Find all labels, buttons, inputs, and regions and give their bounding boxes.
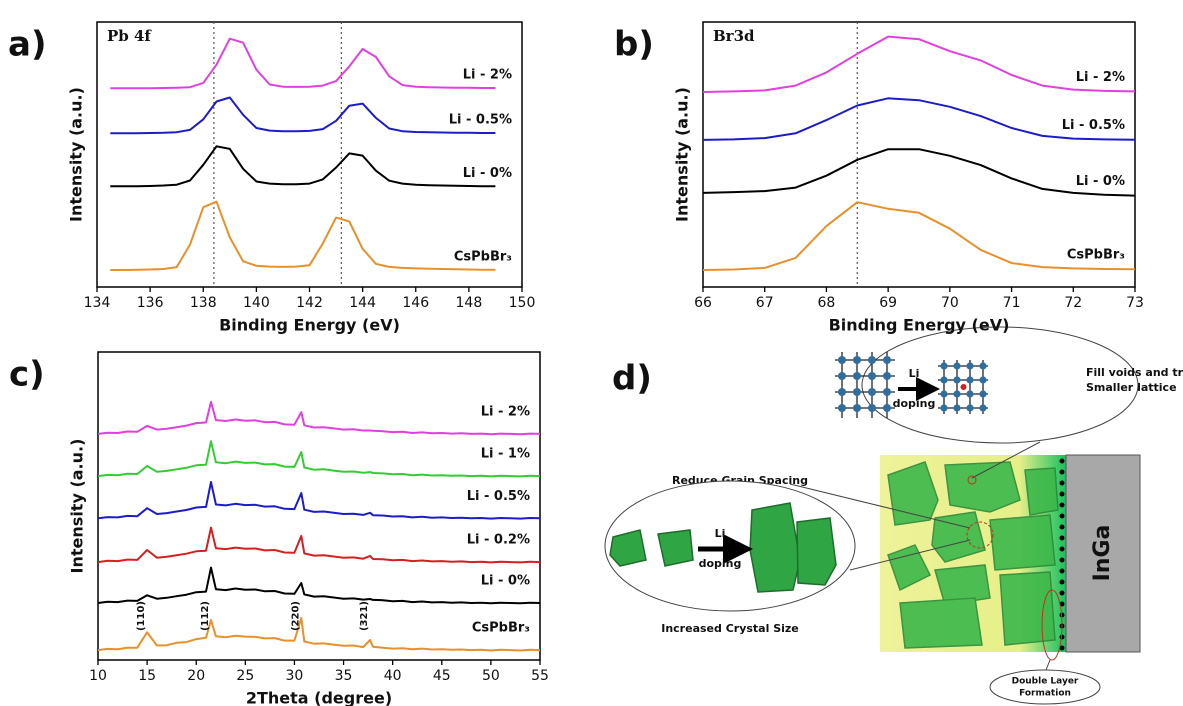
x-tick-label: 15 [138, 668, 156, 684]
y-axis-title: Intensity (a.u.) [68, 439, 87, 574]
x-tick-label: 10 [89, 668, 107, 684]
series-label: CsPbBr₃ [472, 621, 530, 636]
series-line [97, 440, 541, 478]
series-line [702, 35, 1136, 93]
series-label: Li - 1% [481, 447, 530, 462]
x-tick-label: 142 [296, 295, 323, 311]
x-tick-label: 140 [243, 295, 270, 311]
defect-marker [967, 475, 977, 485]
callout-line [971, 441, 1041, 479]
series-line [97, 481, 541, 520]
diagram: d) InGa [604, 326, 1183, 705]
plot-frame [96, 21, 523, 288]
arrow-label: doping [699, 557, 742, 570]
grains-small [609, 502, 837, 593]
peak-annotation: (110) [136, 601, 147, 631]
series-label: Li - 0% [481, 574, 530, 589]
peak-annotation: (112) [200, 601, 211, 631]
series-label: Li - 2% [463, 67, 512, 82]
series-label: Li - 0.5% [1062, 118, 1125, 133]
series-line [702, 97, 1136, 141]
x-tick-label: 30 [286, 668, 304, 684]
grain-marker [966, 521, 994, 549]
series-label: Li - 0% [463, 166, 512, 181]
series-line [97, 526, 541, 564]
series-line [97, 566, 541, 605]
series-line [110, 145, 496, 188]
peak-annotation: (220) [290, 601, 301, 631]
callout-text: Fill voids and traps, [1086, 366, 1183, 379]
series-label: Li - 0% [1076, 174, 1125, 189]
x-tick-label: 134 [84, 295, 111, 311]
x-tick-label: 25 [236, 668, 254, 684]
x-tick-label: 67 [756, 295, 774, 311]
x-axis-title: Binding Energy (eV) [219, 316, 400, 335]
y-axis-title: Intensity (a.u.) [67, 87, 86, 222]
callout-text: Double Layer [1012, 677, 1079, 687]
x-tick-label: 144 [349, 295, 376, 311]
panel-label: a) [8, 25, 46, 65]
x-tick-label: 73 [1126, 295, 1144, 311]
x-tick-label: 136 [137, 295, 164, 311]
x-tick-label: 35 [335, 668, 353, 684]
x-tick-label: 148 [456, 295, 483, 311]
callout-text: Smaller lattice [1086, 381, 1177, 394]
arrow-label: doping [893, 397, 936, 410]
arrow-label: Li [715, 527, 726, 540]
series-label: CsPbBr₃ [1067, 248, 1125, 263]
grains [887, 461, 1059, 649]
x-tick-label: 71 [1003, 295, 1021, 311]
series-label: Li - 0.2% [467, 533, 530, 548]
panel-label: d) [612, 359, 652, 399]
series-line [110, 96, 496, 135]
chart-title: Br3d [713, 27, 755, 45]
lattice-atoms [838, 356, 987, 412]
series-label: Li - 2% [481, 404, 530, 419]
callout-caption: Increased Crystal Size [661, 622, 799, 635]
layer-marker [1041, 589, 1063, 661]
chart-title: Pb 4f [107, 27, 152, 45]
x-axis-title: 2Theta (degree) [246, 689, 392, 706]
series-line [702, 201, 1136, 271]
x-tick-label: 70 [941, 295, 959, 311]
series-label: Li - 0.5% [449, 113, 512, 128]
electrode-label: InGa [1090, 525, 1115, 582]
panel-label: c) [9, 355, 45, 395]
callout-line [849, 539, 971, 571]
x-tick-label: 66 [694, 295, 712, 311]
series-line [97, 617, 541, 652]
series-line [97, 400, 541, 436]
layer-callout [989, 669, 1101, 705]
x-tick-label: 20 [187, 668, 205, 684]
x-tick-label: 50 [482, 668, 500, 684]
x-tick-label: 138 [190, 295, 217, 311]
x-axis-title: Binding Energy (eV) [829, 316, 1010, 335]
arrow-label: Li [909, 367, 920, 380]
x-tick-label: 72 [1064, 295, 1082, 311]
callout-line [1045, 659, 1051, 671]
plot-frame [97, 351, 541, 661]
x-tick-label: 45 [433, 668, 451, 684]
callout-line [789, 483, 971, 529]
x-tick-label: 55 [531, 668, 549, 684]
x-tick-label: 40 [384, 668, 402, 684]
x-tick-label: 68 [818, 295, 836, 311]
x-tick-label: 146 [402, 295, 429, 311]
series-label: Li - 2% [1076, 70, 1125, 85]
x-tick-label: 150 [509, 295, 536, 311]
panel-label: b) [614, 25, 654, 65]
peak-annotation: (321) [359, 601, 370, 631]
series-label: CsPbBr₃ [454, 249, 512, 264]
series-line [110, 37, 496, 90]
series-label: Li - 0.5% [467, 489, 530, 504]
y-axis-title: Intensity (a.u.) [673, 87, 692, 222]
plot-frame [702, 21, 1136, 288]
x-tick-label: 69 [879, 295, 897, 311]
series-line [110, 200, 496, 271]
series-line [702, 148, 1136, 197]
callout-text: Formation [1019, 689, 1071, 699]
electrode [1065, 454, 1141, 653]
lattice-callout [861, 326, 1139, 444]
